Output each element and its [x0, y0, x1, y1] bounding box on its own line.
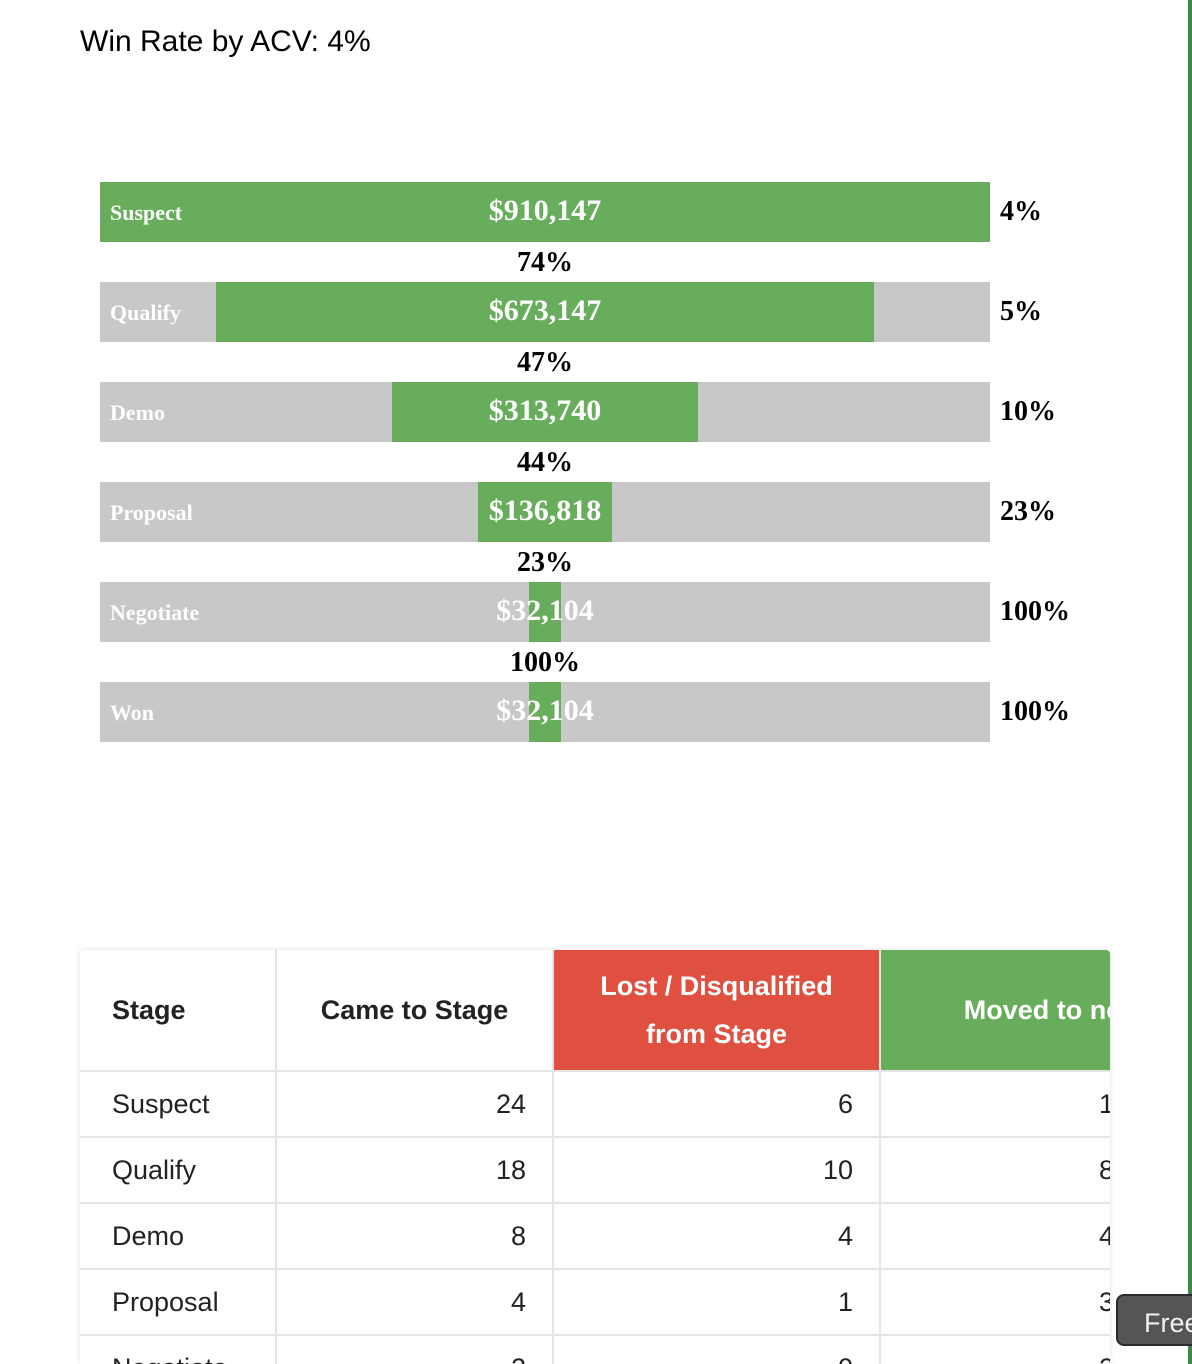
cell-stage: Suspect	[80, 1071, 277, 1138]
funnel-stage-label: Qualify	[110, 300, 181, 325]
funnel-bar-qualify[interactable]	[215, 282, 875, 342]
funnel-row-won: Won $32,104	[100, 682, 990, 742]
page-title: Win Rate by ACV: 4%	[80, 25, 371, 58]
cell-lost: 0	[553, 1335, 881, 1364]
funnel-stage-label: Suspect	[110, 200, 183, 225]
funnel-bar-suspect[interactable]	[100, 182, 990, 242]
funnel-value-label: $313,740	[488, 394, 602, 427]
free-button[interactable]: Free	[1116, 1294, 1192, 1346]
funnel-value-label: $673,147	[488, 294, 602, 327]
cell-lost: 1	[553, 1269, 881, 1336]
cell-moved: 18	[880, 1071, 1110, 1138]
funnel-bar-won[interactable]	[529, 682, 561, 742]
funnel-conversion-rate: 74%	[517, 247, 573, 278]
funnel-bar-negotiate[interactable]	[529, 582, 561, 642]
funnel-bar-proposal[interactable]	[478, 482, 612, 542]
funnel-conversion-rate: 100%	[510, 647, 580, 678]
funnel-bar-demo[interactable]	[391, 382, 699, 442]
funnel-stage-label: Negotiate	[110, 600, 200, 625]
table-row: Demo 8 4 4	[80, 1203, 1110, 1270]
header-moved-to-next[interactable]: Moved to next Stage	[880, 950, 1110, 1072]
funnel-value-label: $32,104	[496, 694, 594, 727]
funnel-win-rate: 23%	[1000, 496, 1056, 527]
stage-table-container[interactable]: Stage Came to Stage Lost / Disqualified …	[80, 950, 1110, 1364]
cell-came: 4	[276, 1269, 554, 1336]
cell-lost: 10	[553, 1137, 881, 1204]
cell-moved: 3	[880, 1269, 1110, 1336]
table-body: Suspect24618Qualify18108Demo844Proposal4…	[80, 1071, 1110, 1364]
cell-came: 24	[276, 1071, 554, 1138]
cell-stage: Qualify	[80, 1137, 277, 1204]
header-stage[interactable]: Stage	[80, 950, 277, 1072]
funnel-conversion-rate: 47%	[517, 347, 573, 378]
funnel-stage-label: Won	[110, 700, 155, 725]
funnel-row-qualify: Qualify $673,147	[100, 282, 990, 342]
window-edge	[1188, 0, 1192, 1364]
funnel-value-label: $910,147	[488, 194, 602, 227]
funnel-value-label: $32,104	[496, 594, 594, 627]
funnel-win-rate: 100%	[1000, 696, 1070, 727]
funnel-stage-label: Demo	[110, 400, 165, 425]
funnel-value-label: $136,818	[488, 494, 602, 527]
funnel-chart: Suspect $910,147 4% 74% Qualify $673,147 5% 47%…	[100, 182, 1070, 742]
funnel-win-rate: 5%	[1000, 296, 1042, 327]
funnel-win-rate: 100%	[1000, 596, 1070, 627]
table-row: Suspect24618	[80, 1071, 1110, 1138]
table-header-row: Stage Came to Stage Lost / Disqualified …	[80, 950, 1110, 1072]
cell-came: 18	[276, 1137, 554, 1204]
cell-moved: 8	[880, 1137, 1110, 1204]
funnel-conversion-rate: 44%	[517, 447, 573, 478]
cell-came: 2	[276, 1335, 554, 1364]
funnel-stage-label: Proposal	[110, 500, 193, 525]
funnel-win-rate: 10%	[1000, 396, 1056, 427]
cell-lost: 6	[553, 1071, 881, 1138]
cell-moved: 4	[880, 1203, 1110, 1270]
table-row: Qualify 18 10 8	[80, 1137, 1110, 1204]
funnel-row-suspect: Suspect $910,147	[100, 182, 990, 242]
cell-came: 8	[276, 1203, 554, 1270]
funnel-win-rate: 4%	[1000, 196, 1042, 227]
funnel-row-negotiate: Negotiate $32,104	[100, 582, 990, 642]
funnel-row-demo: Demo $313,740	[100, 382, 990, 442]
header-came-to-stage[interactable]: Came to Stage	[276, 950, 554, 1072]
table-row: Proposal 4 1 3	[80, 1269, 1110, 1336]
header-lost-disqualified[interactable]: Lost / Disqualified from Stage	[553, 950, 881, 1072]
cell-moved: 2	[880, 1335, 1110, 1364]
cell-stage: Demo	[80, 1203, 277, 1270]
table-row: Negotiate202	[80, 1335, 1110, 1364]
cell-stage: Negotiate	[80, 1335, 277, 1364]
funnel-conversion-rate: 23%	[517, 547, 573, 578]
cell-lost: 4	[553, 1203, 881, 1270]
funnel-row-proposal: Proposal $136,818	[100, 482, 990, 542]
stage-table: Stage Came to Stage Lost / Disqualified …	[80, 950, 1110, 1364]
cell-stage: Proposal	[80, 1269, 277, 1336]
